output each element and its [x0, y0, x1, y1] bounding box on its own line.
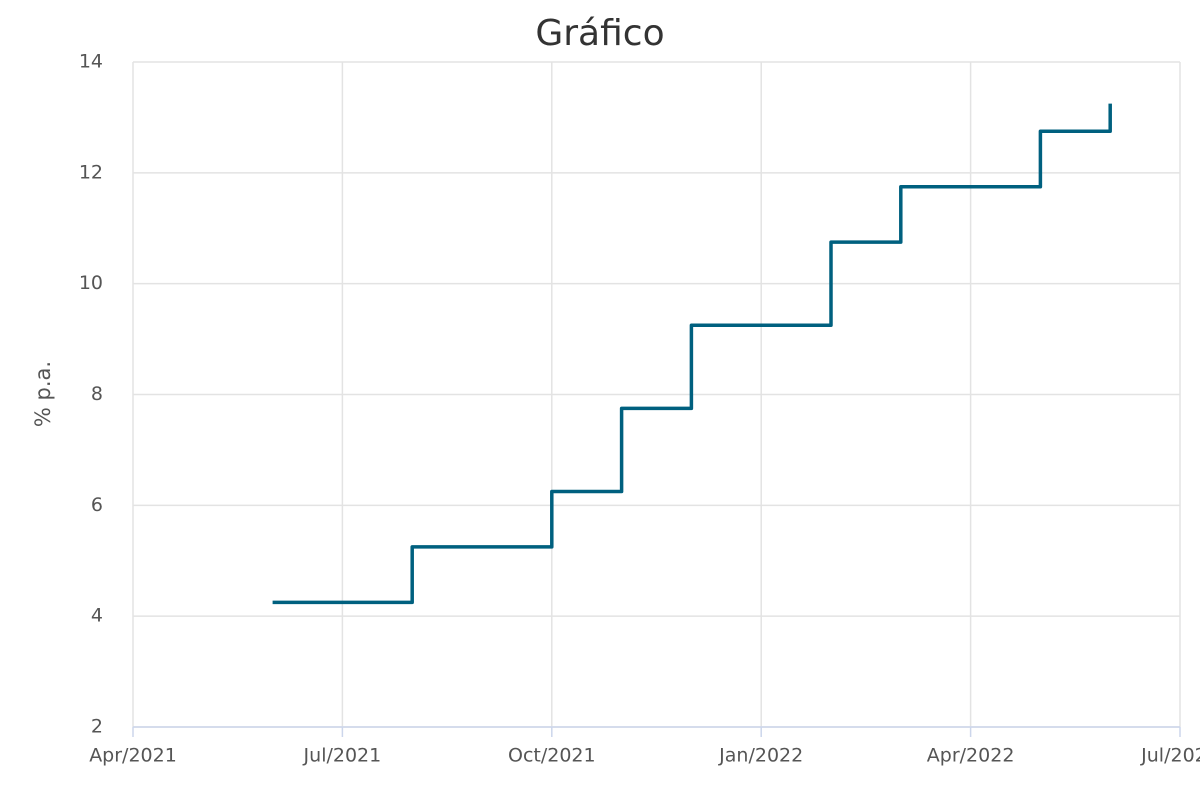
x-tick-label: Oct/2021 [508, 745, 596, 767]
x-tick-label: Jul/2021 [303, 745, 382, 767]
step-line [272, 103, 1112, 605]
y-tick-label: 6 [91, 494, 103, 516]
y-axis-label: % p.a. [31, 361, 55, 427]
x-tick-label: Jul/2022 [1140, 745, 1200, 767]
y-tick-label: 12 [79, 161, 103, 183]
x-tick-label: Jan/2022 [718, 745, 803, 767]
x-tick-label: Apr/2021 [89, 745, 177, 767]
y-tick-label: 2 [91, 716, 103, 738]
x-tick-label: Apr/2022 [927, 745, 1015, 767]
y-tick-label: 14 [79, 51, 103, 73]
y-tick-label: 10 [79, 272, 103, 294]
y-tick-label: 8 [91, 383, 103, 405]
y-tick-label: 4 [91, 605, 103, 627]
chart-title: Gráfico [535, 13, 664, 54]
